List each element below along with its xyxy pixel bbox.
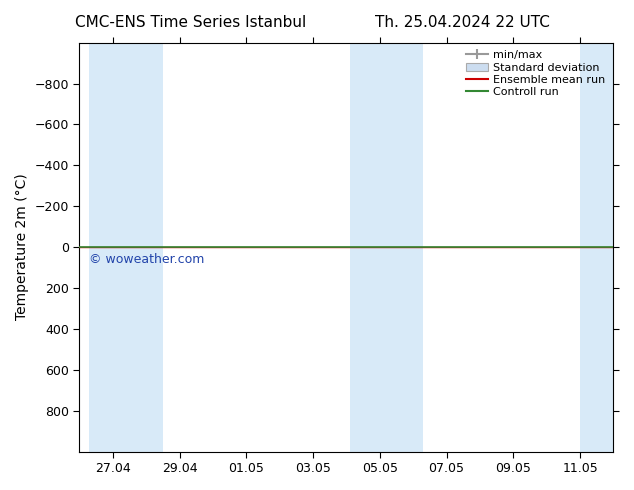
Bar: [89, 43, 126, 452]
Text: Th. 25.04.2024 22 UTC: Th. 25.04.2024 22 UTC: [375, 15, 550, 30]
Text: CMC-ENS Time Series Istanbul: CMC-ENS Time Series Istanbul: [75, 15, 306, 30]
Legend: min/max, Standard deviation, Ensemble mean run, Controll run: min/max, Standard deviation, Ensemble me…: [463, 48, 608, 99]
Bar: [387, 43, 424, 452]
Bar: [580, 43, 614, 452]
Y-axis label: Temperature 2m (°C): Temperature 2m (°C): [15, 174, 29, 320]
Bar: [350, 43, 387, 452]
Bar: [126, 43, 163, 452]
Text: © woweather.com: © woweather.com: [89, 253, 205, 266]
